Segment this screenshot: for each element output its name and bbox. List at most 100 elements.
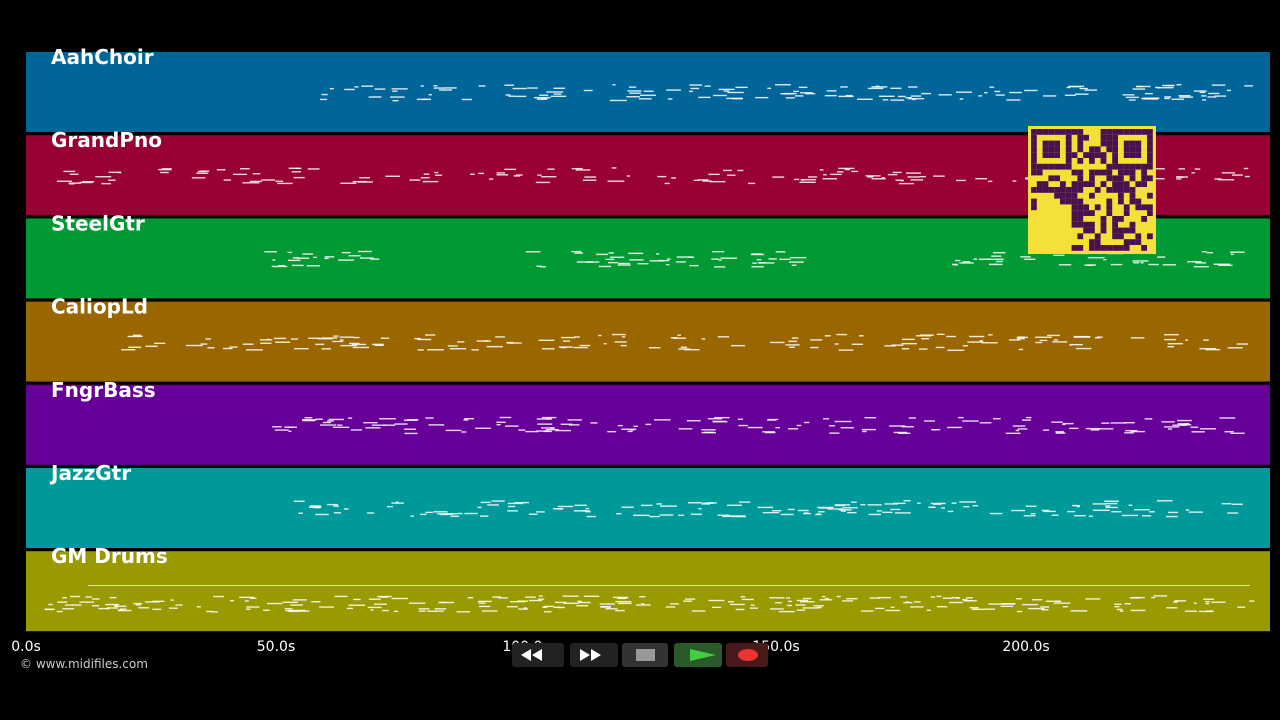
qr-cell xyxy=(1118,192,1124,199)
note xyxy=(1198,610,1213,613)
note xyxy=(712,606,722,609)
note xyxy=(623,596,629,599)
note xyxy=(393,610,399,613)
note xyxy=(79,601,95,603)
note xyxy=(261,179,275,181)
note xyxy=(882,99,889,101)
note xyxy=(420,513,427,516)
note xyxy=(954,259,961,262)
note xyxy=(523,607,528,609)
qr-cell xyxy=(1118,175,1124,182)
note xyxy=(260,342,272,344)
qr-cell xyxy=(1065,134,1072,141)
note xyxy=(505,94,511,96)
note xyxy=(315,513,329,516)
note xyxy=(1245,175,1250,178)
note xyxy=(293,500,305,502)
note xyxy=(499,416,512,419)
qr-cell xyxy=(1077,245,1084,251)
note xyxy=(554,601,567,604)
note xyxy=(278,264,285,267)
note xyxy=(611,167,617,169)
note xyxy=(575,169,591,171)
note xyxy=(690,513,702,515)
track-name: CaliopLd xyxy=(51,295,148,319)
note xyxy=(615,609,625,612)
note xyxy=(749,607,758,609)
note xyxy=(197,170,206,173)
note xyxy=(889,425,906,427)
note xyxy=(1026,416,1032,419)
note xyxy=(374,88,386,90)
note xyxy=(154,342,166,345)
note xyxy=(1012,425,1026,427)
note xyxy=(578,601,591,604)
note xyxy=(704,85,711,87)
note xyxy=(417,349,424,351)
note xyxy=(908,417,916,419)
note xyxy=(735,86,748,89)
qr-cell xyxy=(1129,175,1136,182)
note xyxy=(1188,511,1204,513)
qr-cell xyxy=(1071,210,1078,216)
note xyxy=(871,178,883,180)
note xyxy=(665,263,670,266)
note xyxy=(755,96,769,99)
note xyxy=(535,430,549,432)
note xyxy=(735,608,745,611)
note xyxy=(610,256,625,258)
note xyxy=(1201,95,1207,97)
note xyxy=(1140,262,1144,264)
note xyxy=(358,250,372,253)
note xyxy=(461,431,467,433)
note xyxy=(535,181,550,184)
note xyxy=(553,87,566,89)
note xyxy=(1133,508,1150,511)
note xyxy=(1017,336,1025,338)
qr-cell xyxy=(1089,239,1095,245)
qr-cell xyxy=(1036,187,1043,193)
note xyxy=(640,94,656,97)
note xyxy=(868,513,881,516)
note xyxy=(536,265,542,267)
note xyxy=(549,427,555,429)
note xyxy=(986,258,1004,260)
note xyxy=(698,96,711,99)
note xyxy=(1062,606,1069,608)
note xyxy=(901,426,914,428)
note xyxy=(1041,609,1049,611)
note xyxy=(1187,260,1202,263)
note xyxy=(1230,253,1234,256)
note xyxy=(924,420,935,422)
note xyxy=(1068,85,1085,88)
note xyxy=(994,90,1001,93)
note xyxy=(1135,85,1144,88)
note xyxy=(328,418,344,421)
qr-cell xyxy=(1112,158,1118,164)
qr-cell xyxy=(1129,239,1136,245)
note xyxy=(207,347,215,349)
note xyxy=(878,596,892,599)
note xyxy=(1157,256,1166,258)
note xyxy=(780,93,794,95)
note xyxy=(837,171,844,173)
qr-cell xyxy=(1129,227,1136,234)
note xyxy=(562,340,571,342)
qr-cell xyxy=(1100,181,1107,187)
note xyxy=(717,336,730,338)
qr-cell xyxy=(1077,221,1084,228)
note xyxy=(998,603,1016,605)
note xyxy=(427,610,438,612)
note xyxy=(708,173,720,176)
note xyxy=(359,257,374,259)
qr-cell xyxy=(1031,152,1037,158)
note xyxy=(515,174,523,176)
note xyxy=(1194,168,1201,170)
note xyxy=(684,349,700,351)
note xyxy=(1088,515,1094,517)
qr-cell xyxy=(1106,169,1113,176)
qr-cell xyxy=(1077,140,1084,147)
note xyxy=(654,419,671,421)
note xyxy=(1130,430,1145,433)
note xyxy=(1042,429,1050,431)
